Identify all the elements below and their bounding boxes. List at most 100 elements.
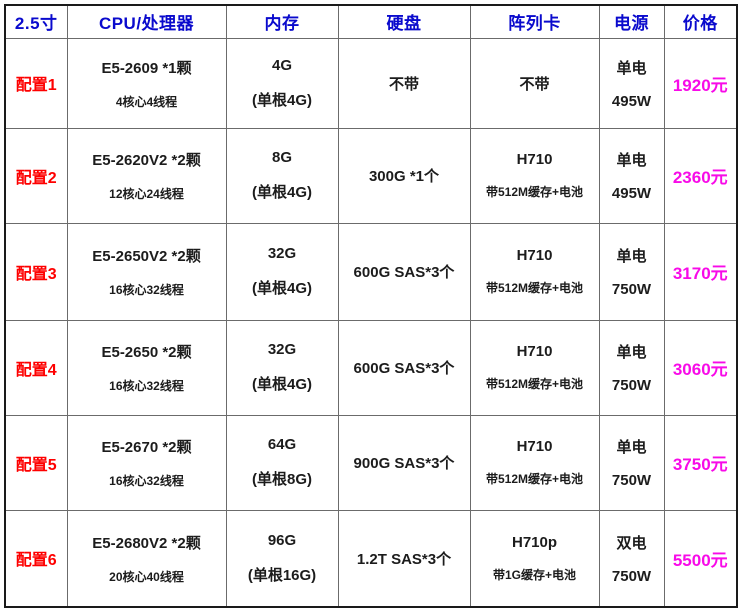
header-price: 价格 xyxy=(663,4,738,39)
raid-cell: 不带 xyxy=(469,37,600,129)
cpu-model: E5-2680V2 *2颗 xyxy=(92,534,201,552)
config-label: 配置1 xyxy=(15,77,57,94)
raid-cell: H710 带512M缓存+电池 xyxy=(469,127,600,224)
raid-cell: H710p 带1G缓存+电池 xyxy=(469,509,600,608)
raid-cell: H710 带512M缓存+电池 xyxy=(469,222,600,321)
raid-cell: H710 带512M缓存+电池 xyxy=(469,414,600,511)
raid-model: H710 xyxy=(516,438,553,455)
header-disk: 硬盘 xyxy=(337,4,471,39)
disk-cell: 300G *1个 xyxy=(337,127,471,224)
cpu-model: E5-2650V2 *2颗 xyxy=(92,248,201,265)
raid-model: H710p xyxy=(511,533,558,551)
power-cell: 单电 495W xyxy=(598,127,665,224)
price-value: 2360元 xyxy=(672,168,728,187)
config-cell: 配置3 xyxy=(4,222,68,321)
config-label: 配置5 xyxy=(15,456,57,474)
cpu-cell: E5-2680V2 *2颗 20核心40线程 xyxy=(66,509,227,608)
power-cell: 双电 750W xyxy=(598,509,665,608)
price-cell: 5500元 xyxy=(663,509,738,608)
config-label: 配置4 xyxy=(15,361,57,379)
disk-cell: 900G SAS*3个 xyxy=(337,414,471,511)
raid-model: 不带 xyxy=(519,75,550,93)
raid-model: H710 xyxy=(516,151,553,168)
cpu-cores: 12核心24线程 xyxy=(109,187,184,201)
config-row: 配置4 E5-2650 *2颗 16核心32线程 32G (单根4G) 600G S… xyxy=(4,319,738,416)
cpu-cell: E5-2650 *2颗 16核心32线程 xyxy=(66,319,227,416)
cpu-cores: 16核心32线程 xyxy=(109,474,184,488)
memory-size: 96G xyxy=(267,531,297,549)
memory-size: 32G xyxy=(267,341,297,358)
config-label: 配置2 xyxy=(15,169,57,187)
memory-config: (单根4G) xyxy=(251,91,312,109)
power-type: 单电 xyxy=(616,248,647,265)
config-cell: 配置5 xyxy=(4,414,68,511)
config-row: 配置5 E5-2670 *2颗 16核心32线程 64G (单根8G) 900G S… xyxy=(4,414,738,511)
disk-cell: 600G SAS*3个 xyxy=(337,222,471,321)
price-cell: 1920元 xyxy=(663,37,738,129)
config-row: 配置6 E5-2680V2 *2颗 20核心40线程 96G (单根16G) 1.2… xyxy=(4,509,738,608)
cpu-cores: 16核心32线程 xyxy=(109,379,184,393)
cpu-cell: E5-2609 *1颗 4核心4线程 xyxy=(66,37,227,129)
memory-config: (单根16G) xyxy=(247,566,317,584)
raid-model: H710 xyxy=(516,247,553,264)
disk-value: 900G SAS*3个 xyxy=(353,455,455,472)
config-cell: 配置6 xyxy=(4,509,68,608)
cpu-model: E5-2609 *1颗 xyxy=(101,59,192,77)
header-raid: 阵列卡 xyxy=(469,4,600,39)
power-watt: 750W xyxy=(611,281,652,298)
cpu-cores: 16核心32线程 xyxy=(109,283,184,297)
memory-config: (单根4G) xyxy=(251,184,312,201)
server-config-price-table: 2.5寸 CPU/处理器 内存 硬盘 阵列卡 电源 价格 配置1 E5-2609… xyxy=(4,4,738,608)
config-cell: 配置4 xyxy=(4,319,68,416)
config-cell: 配置1 xyxy=(4,37,68,129)
header-memory: 内存 xyxy=(225,4,339,39)
raid-cache: 带512M缓存+电池 xyxy=(485,472,584,486)
header-size: 2.5寸 xyxy=(4,4,68,39)
memory-config: (单根8G) xyxy=(251,471,312,488)
power-cell: 单电 750W xyxy=(598,414,665,511)
memory-cell: 8G (单根4G) xyxy=(225,127,339,224)
raid-cache: 带512M缓存+电池 xyxy=(485,185,584,199)
header-cpu: CPU/处理器 xyxy=(66,4,227,39)
price-cell: 2360元 xyxy=(663,127,738,224)
memory-cell: 4G (单根4G) xyxy=(225,37,339,129)
header-row: 2.5寸 CPU/处理器 内存 硬盘 阵列卡 电源 价格 xyxy=(4,4,738,39)
power-type: 单电 xyxy=(616,152,647,169)
price-value: 1920元 xyxy=(672,75,728,95)
price-cell: 3060元 xyxy=(663,319,738,416)
power-type: 双电 xyxy=(616,534,647,552)
price-value: 3170元 xyxy=(672,264,728,283)
price-value: 5500元 xyxy=(672,550,728,570)
memory-cell: 64G (单根8G) xyxy=(225,414,339,511)
raid-cache: 带1G缓存+电池 xyxy=(492,567,577,582)
memory-cell: 96G (单根16G) xyxy=(225,509,339,608)
disk-value: 1.2T SAS*3个 xyxy=(356,550,452,568)
disk-cell: 600G SAS*3个 xyxy=(337,319,471,416)
memory-cell: 32G (单根4G) xyxy=(225,319,339,416)
cpu-model: E5-2650 *2颗 xyxy=(101,344,192,361)
raid-cache: 带512M缓存+电池 xyxy=(485,281,584,295)
price-cell: 3750元 xyxy=(663,414,738,511)
cpu-cell: E5-2670 *2颗 16核心32线程 xyxy=(66,414,227,511)
cpu-cell: E5-2650V2 *2颗 16核心32线程 xyxy=(66,222,227,321)
cpu-cores: 20核心40线程 xyxy=(109,569,184,584)
power-watt: 495W xyxy=(611,92,652,110)
cpu-cores: 4核心4线程 xyxy=(115,94,178,109)
power-type: 单电 xyxy=(616,59,647,77)
power-type: 单电 xyxy=(616,344,647,361)
memory-size: 64G xyxy=(267,436,297,453)
disk-cell: 1.2T SAS*3个 xyxy=(337,509,471,608)
memory-config: (单根4G) xyxy=(251,280,312,297)
config-cell: 配置2 xyxy=(4,127,68,224)
config-row: 配置3 E5-2650V2 *2颗 16核心32线程 32G (单根4G) 600G… xyxy=(4,222,738,321)
disk-value: 600G SAS*3个 xyxy=(353,264,455,281)
power-cell: 单电 750W xyxy=(598,222,665,321)
config-label: 配置6 xyxy=(15,552,57,570)
cpu-model: E5-2670 *2颗 xyxy=(101,439,192,456)
memory-cell: 32G (单根4G) xyxy=(225,222,339,321)
raid-cache: 带512M缓存+电池 xyxy=(485,377,584,391)
power-watt: 750W xyxy=(611,377,652,394)
memory-size: 4G xyxy=(271,56,292,74)
config-label: 配置3 xyxy=(15,265,57,283)
memory-size: 8G xyxy=(271,149,292,166)
